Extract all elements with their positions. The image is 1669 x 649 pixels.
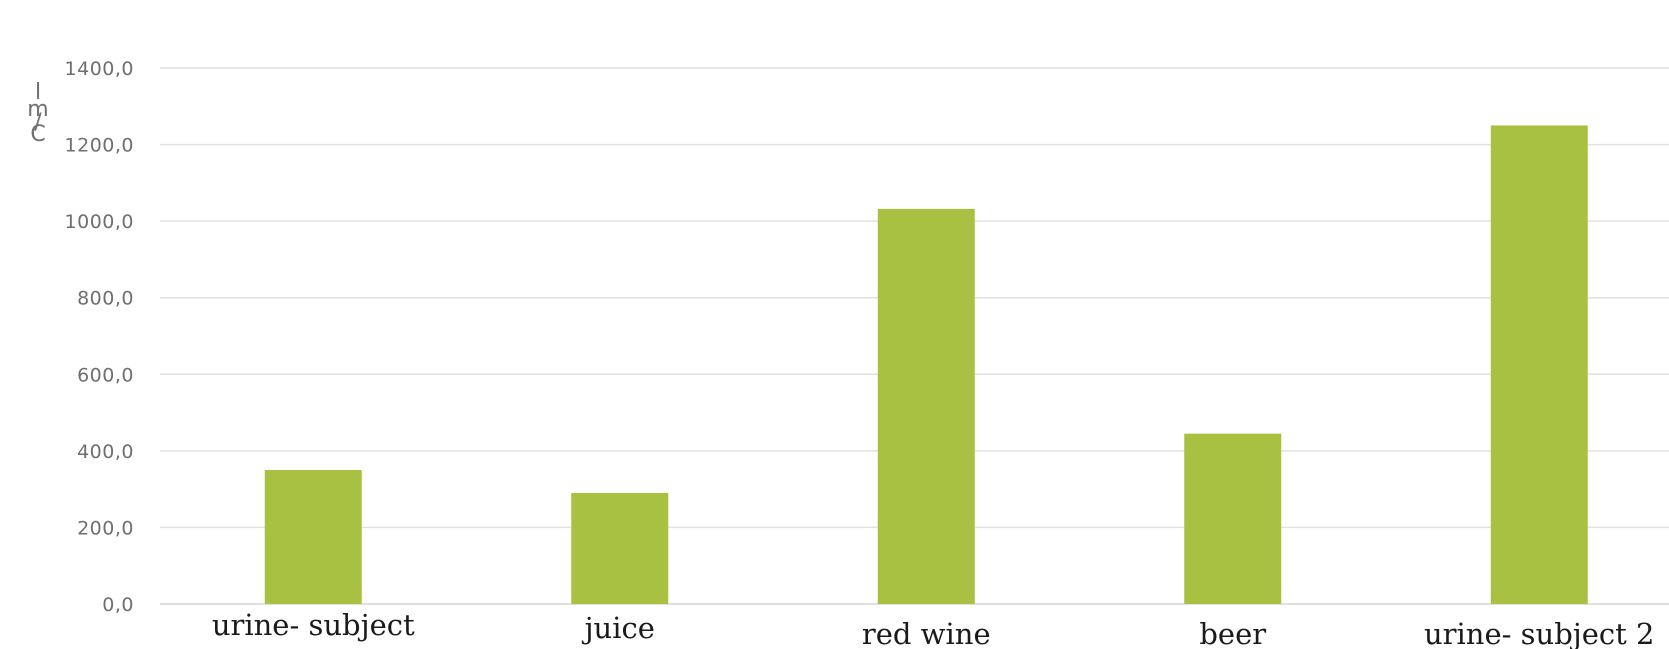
y-axis-ticks: 0,0 200,0 400,0 600,0 800,0 1000,0 1200,0 1400,… <box>65 58 134 616</box>
x-tick-label: juice <box>582 611 655 645</box>
bar <box>1184 433 1282 604</box>
y-tick-label: 600,0 <box>77 364 134 386</box>
x-tick-label: red wine <box>862 617 991 649</box>
x-tick-label: urine- subject <box>212 608 415 642</box>
x-axis-labels: urine- subject juice red wine beer urine- su… <box>212 608 1655 649</box>
bars <box>264 125 1588 605</box>
y-tick-label: 1200,0 <box>65 135 134 157</box>
y-axis-label-char: l <box>35 80 41 105</box>
bar <box>571 492 669 604</box>
y-axis-label: lm/C <box>27 80 48 147</box>
x-tick-label: urine- subject 2 <box>1424 617 1655 649</box>
bar <box>877 208 975 605</box>
y-tick-label: 1400,0 <box>65 58 134 80</box>
y-tick-label: 200,0 <box>77 517 134 539</box>
x-tick-label: beer <box>1199 617 1266 649</box>
bar <box>1490 125 1588 604</box>
y-axis-label-char: C <box>30 122 45 147</box>
y-tick-label: 800,0 <box>77 288 134 310</box>
bar <box>264 470 362 604</box>
y-tick-label: 1000,0 <box>65 211 134 233</box>
y-axis-label-char: m <box>27 97 48 122</box>
y-axis-label-char: / <box>34 110 42 135</box>
y-tick-label: 400,0 <box>77 441 134 463</box>
y-tick-label: 0,0 <box>102 594 134 616</box>
